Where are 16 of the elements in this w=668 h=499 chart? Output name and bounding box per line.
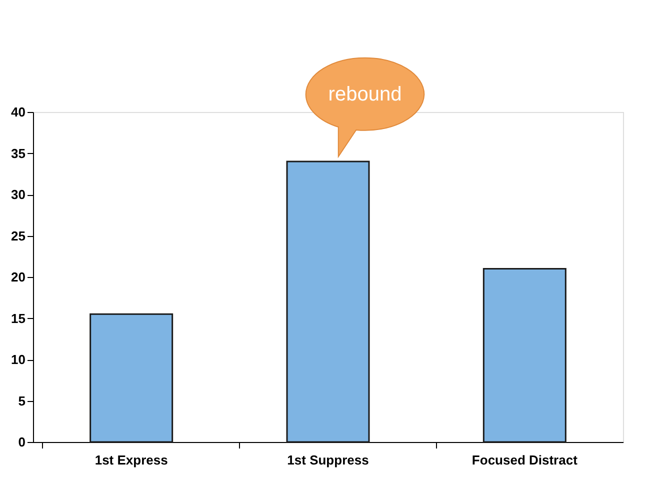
y-tick-label: 20 [11, 270, 26, 284]
y-tick-label: 15 [11, 310, 26, 326]
y-tick-label: 5 [18, 393, 26, 408]
bar [90, 313, 174, 443]
x-tick-label: 1st Express [94, 452, 168, 468]
y-tick-label: 35 [11, 146, 26, 161]
y-tick-label: 40 [11, 104, 26, 120]
y-tick-label: 0 [18, 434, 26, 450]
bar [482, 268, 566, 443]
bar [286, 160, 370, 443]
x-tick-label: 1st Suppress [287, 452, 369, 468]
y-tick-label: 25 [11, 228, 26, 244]
annotation: rebound [328, 84, 402, 106]
x-tick-label: Focused Distract [472, 452, 578, 468]
y-tick-label: 10 [11, 352, 26, 367]
y-tick-label: 30 [11, 187, 26, 202]
